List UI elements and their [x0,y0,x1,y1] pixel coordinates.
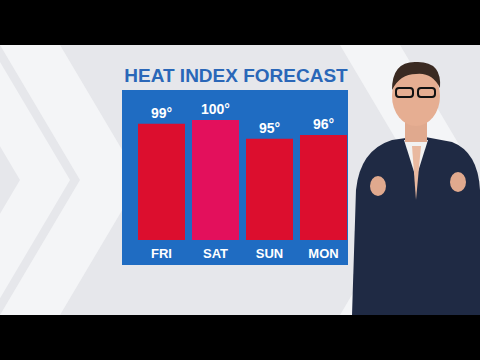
backdrop [0,45,480,315]
category-label: MON [308,246,338,261]
chevron [0,45,70,315]
category-label: SUN [256,246,283,261]
data-label: 100° [201,101,230,117]
glasses [418,88,435,97]
title: HEAT INDEX FORECAST [124,65,348,86]
hair [392,62,440,90]
bar [246,139,293,240]
hand [370,176,386,196]
letterbox [0,0,480,360]
bar [300,135,347,240]
bar [138,124,185,240]
data-label: 95° [259,120,280,136]
bars [138,120,347,240]
tie [412,146,421,200]
category-label: SAT [203,246,228,261]
suit [352,136,480,315]
bar [192,120,239,240]
hand [450,172,466,192]
stage: HEAT INDEX FORECAST 99° FRI 100° SAT 95° SUN 96… [0,0,480,360]
category-label: FRI [151,246,172,261]
chevron [340,45,480,315]
glasses [396,88,413,97]
data-label: 96° [313,116,334,132]
presenter [352,62,480,315]
chart-panel [122,90,348,265]
data-label: 99° [151,105,172,121]
